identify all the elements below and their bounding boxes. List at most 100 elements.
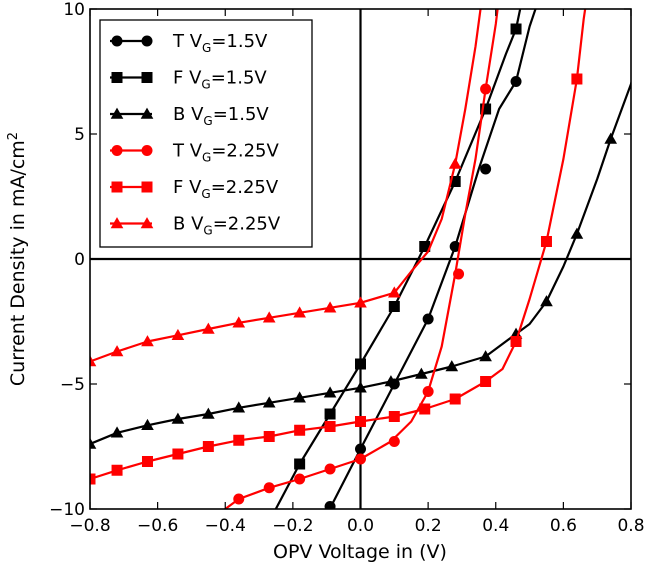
- legend-label-prefix: T V: [172, 31, 203, 52]
- data-point: [510, 336, 522, 347]
- legend-label-prefix: B V: [173, 214, 204, 235]
- data-point: [355, 358, 366, 370]
- data-point: [354, 296, 367, 308]
- legend-label-suffix: =2.25V: [213, 214, 281, 235]
- data-point: [570, 227, 584, 239]
- legend-label-sub: G: [203, 114, 212, 128]
- data-point: [111, 464, 123, 476]
- data-point: [90, 355, 97, 367]
- x-tick-label: −0.4: [205, 516, 246, 536]
- data-point: [480, 163, 492, 175]
- data-point: [324, 408, 336, 420]
- data-point: [540, 295, 553, 307]
- data-point: [90, 437, 97, 449]
- legend-label: T VG=2.25V: [172, 141, 280, 165]
- x-tick-label: 0.2: [415, 516, 442, 536]
- data-point: [480, 103, 492, 115]
- series-2: [274, 9, 522, 509]
- data-point: [387, 286, 401, 298]
- data-point: [540, 236, 552, 247]
- data-point: [110, 345, 124, 357]
- data-point: [448, 157, 462, 169]
- legend-entry-1: T VG=1.5V: [110, 31, 268, 55]
- data-point: [171, 328, 185, 340]
- data-point: [388, 411, 400, 422]
- data-point: [202, 407, 215, 419]
- legend-label-suffix: =1.5V: [211, 31, 268, 52]
- legend-label-suffix: =1.5V: [211, 68, 268, 89]
- data-point: [419, 403, 431, 415]
- data-point: [262, 396, 276, 408]
- legend-marker: [141, 145, 153, 156]
- x-tick-label: −0.2: [272, 516, 313, 536]
- data-point: [323, 301, 337, 313]
- data-point: [324, 421, 336, 432]
- data-point: [293, 391, 306, 403]
- x-tick-label: −0.8: [69, 516, 110, 536]
- legend-marker: [111, 35, 123, 47]
- data-point: [262, 311, 276, 323]
- legend-label: F VG=1.5V: [173, 68, 267, 92]
- legend-label-suffix: =2.25V: [211, 177, 279, 198]
- y-tick-label: 10: [63, 0, 85, 20]
- legend-marker: [111, 72, 123, 83]
- legend-label: F VG=2.25V: [173, 177, 279, 201]
- data-point: [449, 241, 461, 252]
- x-tick-label: 0.0: [347, 516, 374, 536]
- legend-label-prefix: B V: [173, 104, 204, 125]
- series-line: [90, 9, 482, 363]
- x-tick-label: −0.6: [137, 516, 178, 536]
- legend-label-prefix: F V: [173, 68, 202, 89]
- x-tick-label: 0.8: [617, 516, 644, 536]
- data-point: [480, 376, 492, 387]
- data-point: [90, 473, 96, 485]
- y-axis-label: Current Density in mA/cm2: [6, 132, 29, 386]
- data-point: [422, 386, 434, 397]
- y-tick-label: −10: [49, 500, 85, 520]
- data-point: [480, 83, 492, 95]
- data-point: [604, 132, 618, 144]
- data-point: [355, 443, 366, 455]
- data-point: [110, 426, 124, 438]
- legend-marker: [111, 145, 123, 156]
- data-point: [510, 23, 522, 35]
- legend-label: B VG=1.5V: [173, 104, 269, 128]
- y-tick-label: 0: [74, 250, 85, 270]
- legend-label: T VG=1.5V: [172, 31, 268, 55]
- legend-marker: [110, 107, 124, 119]
- legend-marker: [140, 107, 154, 119]
- data-point: [202, 322, 215, 334]
- legend-entry-3: B VG=1.5V: [110, 104, 269, 128]
- data-point: [202, 441, 214, 452]
- data-point: [445, 360, 459, 372]
- series-6: [90, 9, 482, 367]
- data-point: [355, 416, 366, 427]
- data-point: [449, 176, 461, 187]
- x-tick-label: 0.4: [482, 516, 509, 536]
- data-point: [354, 381, 367, 393]
- x-axis-label: OPV Voltage in (V): [273, 541, 447, 563]
- data-point: [453, 268, 465, 280]
- legend-entry-2: F VG=1.5V: [110, 68, 267, 92]
- legend-label-prefix: F V: [173, 177, 202, 198]
- data-point: [141, 456, 153, 467]
- data-point: [263, 482, 275, 494]
- x-tick-label: 0.6: [550, 516, 577, 536]
- legend-entry-6: B VG=2.25V: [110, 214, 281, 238]
- series-3: [90, 79, 631, 449]
- data-point: [294, 473, 306, 485]
- data-point: [263, 431, 275, 442]
- data-point: [355, 453, 366, 465]
- data-point: [323, 386, 337, 398]
- data-point: [232, 316, 246, 328]
- axis-ticks: −0.8 −0.6 −0.4 −0.2 0.0 0.2 0.4 0.6 0.8 −10 −5 0 5 10: [49, 0, 644, 536]
- legend-label: B VG=2.25V: [173, 214, 281, 238]
- y-tick-label: −5: [60, 375, 85, 395]
- data-point: [479, 350, 492, 362]
- data-point: [509, 327, 523, 339]
- y-axis-label-main: Current Density in mA/cm: [7, 140, 29, 386]
- legend-label-sub: G: [202, 151, 211, 165]
- data-point: [449, 393, 461, 405]
